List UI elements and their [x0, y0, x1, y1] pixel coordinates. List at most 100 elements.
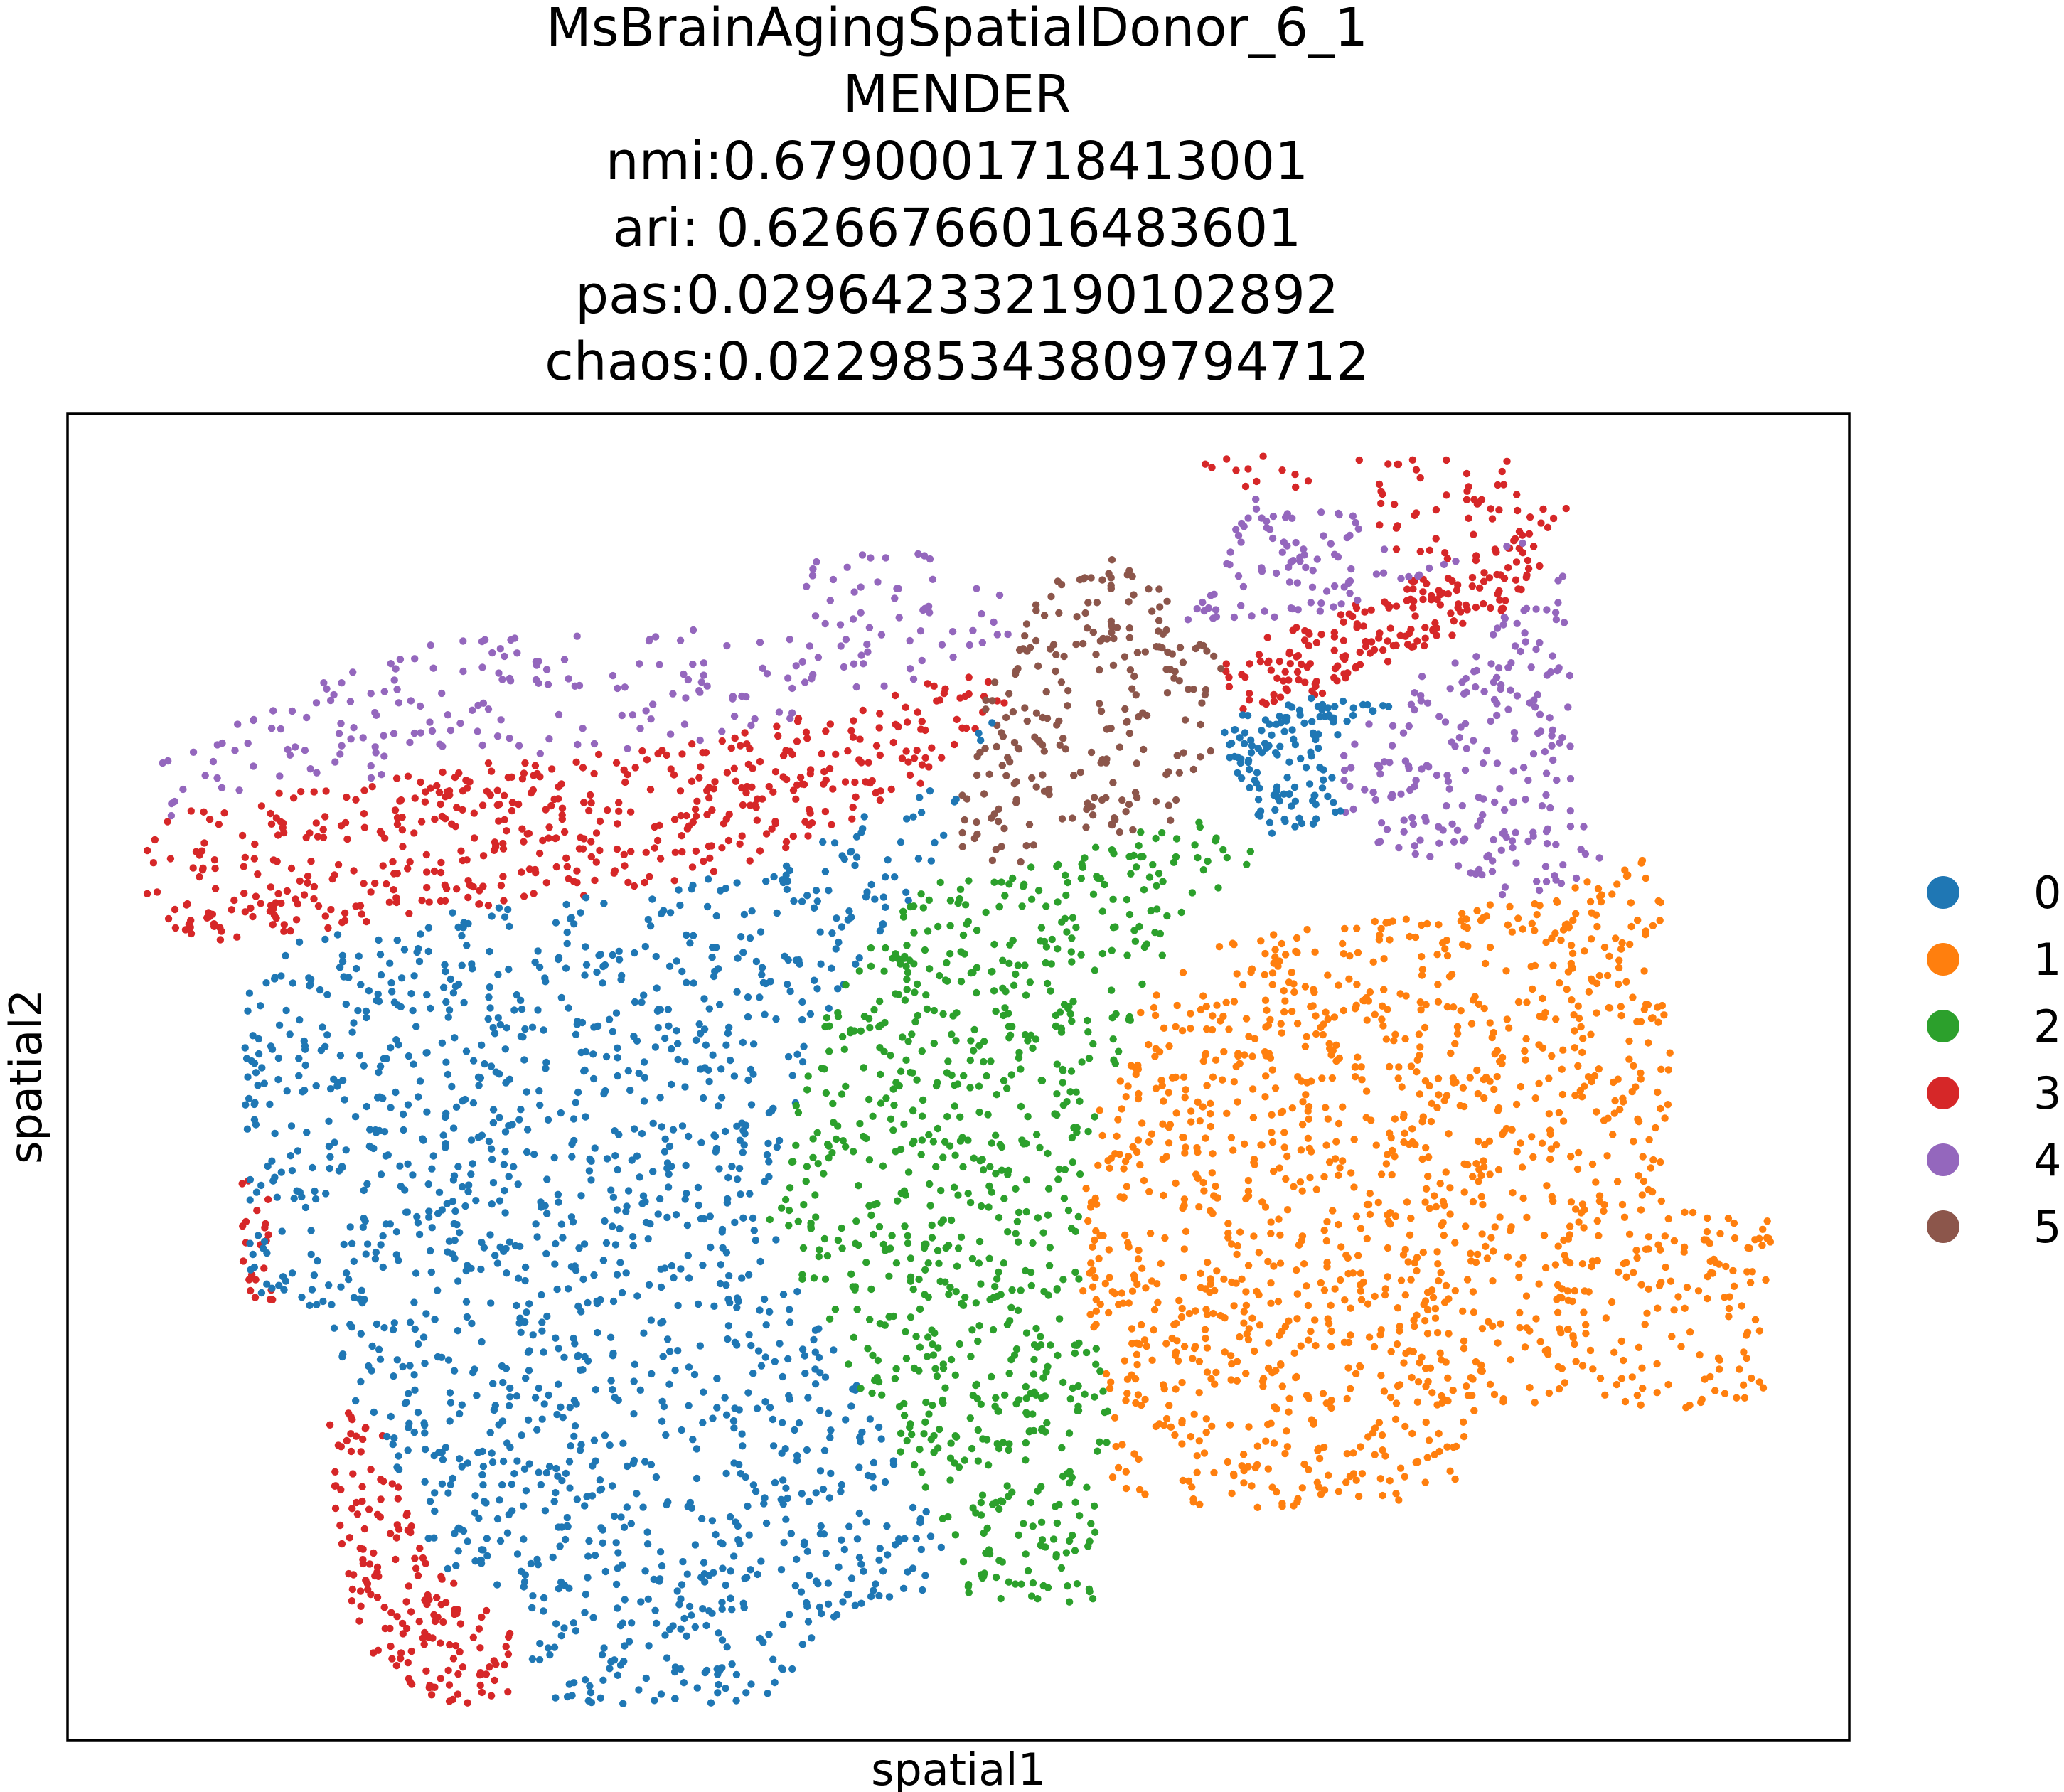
scatter-point-cluster-0 — [387, 1044, 395, 1052]
scatter-point-cluster-2 — [924, 927, 932, 935]
scatter-point-cluster-1 — [1219, 1076, 1226, 1084]
scatter-point-cluster-0 — [503, 1439, 511, 1447]
scatter-point-cluster-3 — [894, 722, 902, 731]
scatter-point-cluster-2 — [934, 1247, 942, 1255]
scatter-point-cluster-3 — [1448, 577, 1456, 585]
scatter-point-cluster-3 — [521, 759, 529, 767]
scatter-point-cluster-3 — [1503, 457, 1511, 465]
scatter-point-cluster-2 — [959, 931, 968, 939]
scatter-point-cluster-2 — [953, 1262, 961, 1270]
scatter-point-cluster-1 — [1335, 1220, 1342, 1229]
scatter-point-cluster-0 — [271, 1173, 279, 1181]
scatter-point-cluster-1 — [1299, 1098, 1307, 1106]
scatter-point-cluster-3 — [1305, 629, 1312, 636]
scatter-point-cluster-3 — [1392, 602, 1401, 610]
scatter-point-cluster-0 — [710, 972, 718, 981]
scatter-point-cluster-4 — [857, 651, 865, 659]
scatter-point-cluster-4 — [1266, 526, 1274, 533]
scatter-point-cluster-4 — [786, 636, 794, 644]
scatter-point-cluster-2 — [1065, 1598, 1074, 1606]
scatter-point-cluster-1 — [1089, 1283, 1097, 1291]
scatter-point-cluster-3 — [331, 1482, 339, 1490]
scatter-point-cluster-0 — [498, 1481, 506, 1489]
scatter-point-cluster-1 — [1490, 1247, 1497, 1255]
scatter-point-cluster-0 — [298, 1294, 306, 1301]
scatter-point-cluster-0 — [316, 986, 324, 994]
scatter-point-cluster-5 — [1028, 774, 1036, 782]
scatter-point-cluster-5 — [1023, 647, 1031, 655]
scatter-point-cluster-0 — [652, 1473, 661, 1481]
scatter-point-cluster-3 — [331, 871, 338, 879]
scatter-point-cluster-3 — [803, 735, 811, 742]
scatter-point-cluster-0 — [765, 1158, 773, 1166]
scatter-point-cluster-0 — [784, 1052, 793, 1061]
scatter-point-cluster-3 — [269, 921, 277, 929]
scatter-point-cluster-2 — [1110, 1056, 1118, 1064]
scatter-point-cluster-2 — [882, 1094, 890, 1102]
scatter-point-cluster-0 — [852, 833, 861, 841]
scatter-point-cluster-2 — [995, 1407, 1002, 1415]
scatter-point-cluster-2 — [1072, 923, 1080, 932]
scatter-point-cluster-4 — [1389, 742, 1396, 750]
scatter-point-cluster-2 — [815, 1252, 823, 1261]
scatter-point-cluster-0 — [434, 1353, 442, 1361]
scatter-point-cluster-0 — [562, 900, 570, 909]
scatter-point-cluster-2 — [1032, 1131, 1041, 1138]
scatter-point-cluster-4 — [666, 730, 675, 738]
scatter-point-cluster-2 — [959, 1301, 968, 1310]
scatter-point-cluster-0 — [321, 1042, 329, 1051]
scatter-point-cluster-0 — [555, 954, 563, 961]
scatter-point-cluster-0 — [1273, 786, 1280, 795]
scatter-point-cluster-3 — [738, 784, 746, 792]
scatter-point-cluster-1 — [1201, 1051, 1209, 1060]
scatter-point-cluster-1 — [1444, 1374, 1452, 1382]
scatter-point-cluster-0 — [263, 1280, 271, 1288]
scatter-point-cluster-1 — [1555, 1385, 1563, 1393]
scatter-point-cluster-1 — [1160, 1385, 1168, 1393]
scatter-point-cluster-0 — [533, 1426, 541, 1434]
scatter-point-cluster-3 — [725, 810, 733, 818]
scatter-point-cluster-0 — [600, 900, 608, 907]
scatter-point-cluster-4 — [1517, 647, 1524, 656]
scatter-point-cluster-5 — [1012, 667, 1020, 675]
scatter-point-cluster-3 — [478, 1688, 486, 1697]
scatter-point-cluster-2 — [973, 988, 980, 997]
scatter-point-cluster-1 — [1240, 1319, 1248, 1327]
scatter-point-cluster-2 — [1078, 1058, 1086, 1066]
scatter-point-cluster-2 — [910, 929, 918, 937]
scatter-point-cluster-3 — [1376, 521, 1384, 529]
scatter-point-cluster-0 — [400, 1126, 407, 1134]
scatter-point-cluster-4 — [250, 762, 257, 770]
scatter-point-cluster-0 — [454, 1163, 462, 1170]
scatter-point-cluster-0 — [473, 1392, 481, 1399]
scatter-point-cluster-0 — [520, 1465, 529, 1473]
scatter-point-cluster-2 — [892, 1259, 901, 1267]
scatter-point-cluster-4 — [390, 676, 398, 684]
scatter-point-cluster-3 — [1523, 571, 1531, 579]
scatter-point-cluster-1 — [1640, 967, 1648, 975]
scatter-point-cluster-0 — [1240, 740, 1248, 748]
scatter-point-cluster-4 — [918, 656, 926, 665]
scatter-point-cluster-2 — [1054, 945, 1062, 953]
scatter-point-cluster-0 — [847, 1574, 856, 1582]
scatter-point-cluster-4 — [1553, 776, 1561, 784]
scatter-point-cluster-1 — [1431, 1305, 1440, 1313]
scatter-point-cluster-1 — [1460, 1337, 1468, 1345]
scatter-point-cluster-2 — [930, 1431, 938, 1440]
scatter-point-cluster-2 — [1021, 961, 1029, 969]
scatter-point-cluster-2 — [959, 1163, 967, 1171]
scatter-point-cluster-2 — [906, 1423, 914, 1431]
scatter-point-cluster-0 — [1339, 697, 1347, 705]
scatter-point-cluster-3 — [495, 817, 503, 825]
scatter-point-cluster-0 — [730, 1072, 739, 1080]
scatter-point-cluster-0 — [427, 1004, 434, 1013]
scatter-point-cluster-0 — [750, 1227, 759, 1234]
scatter-point-cluster-0 — [684, 1503, 692, 1510]
scatter-point-cluster-2 — [944, 1242, 953, 1249]
scatter-point-cluster-1 — [1241, 1051, 1248, 1059]
scatter-point-cluster-3 — [1459, 619, 1467, 627]
scatter-point-cluster-0 — [390, 1319, 398, 1327]
scatter-point-cluster-0 — [641, 1074, 648, 1082]
scatter-point-cluster-2 — [911, 988, 919, 996]
scatter-point-cluster-1 — [1453, 1023, 1462, 1031]
